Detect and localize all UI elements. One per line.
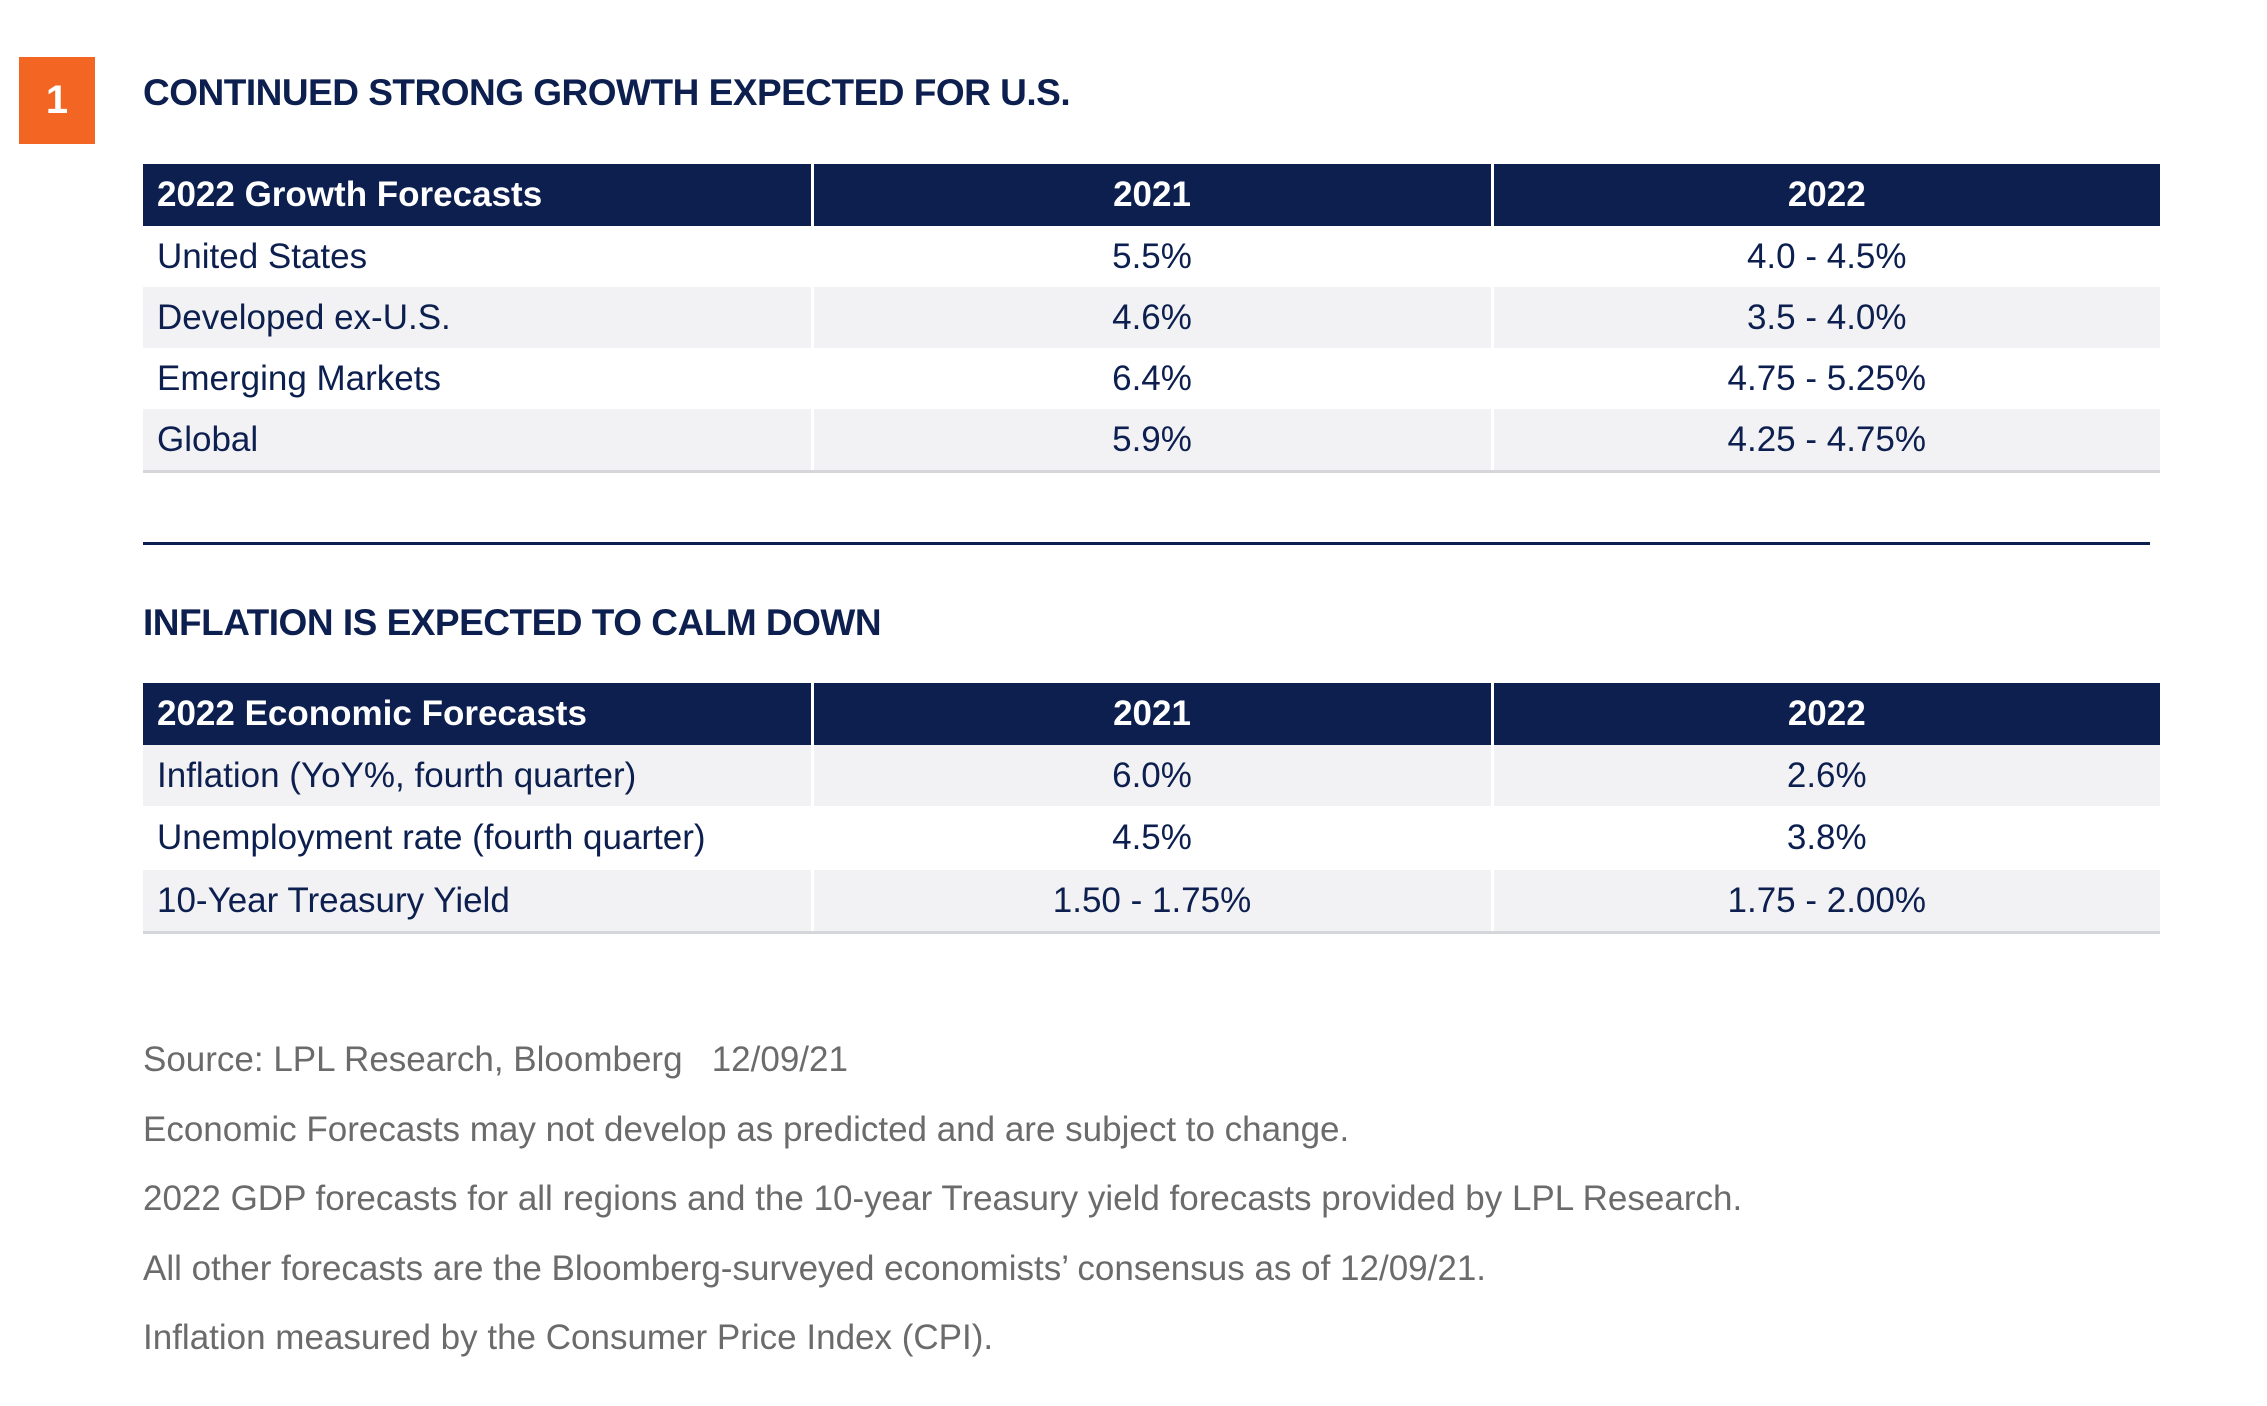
cell-2021: 5.5% (810, 226, 1492, 287)
gdp-forecast-note: 2022 GDP forecasts for all regions and t… (143, 1179, 1743, 1218)
figure-number-badge: 1 (19, 57, 95, 144)
cell-2021: 6.4% (810, 348, 1492, 409)
disclaimer-note: Economic Forecasts may not develop as pr… (143, 1109, 1350, 1149)
row-label: Developed ex-U.S. (143, 287, 812, 348)
column-header: 2022 Growth Forecasts (143, 164, 812, 226)
cell-2021: 6.0% (810, 745, 1492, 806)
cell-2022: 1.75 - 2.00% (1490, 870, 2160, 934)
cell-2022: 4.0 - 4.5% (1490, 226, 2160, 287)
cell-2022: 3.5 - 4.0% (1490, 287, 2160, 348)
table-row: 10-Year Treasury Yield 1.50 - 1.75% 1.75… (143, 870, 2160, 934)
table-header-row: 2022 Economic Forecasts 2021 2022 (143, 683, 2160, 745)
economic-forecasts-table: 2022 Economic Forecasts 2021 2022 Inflat… (143, 683, 2160, 934)
growth-forecasts-table: 2022 Growth Forecasts 2021 2022 United S… (143, 164, 2160, 473)
row-label: Unemployment rate (fourth quarter) (157, 818, 706, 857)
cell-2022: 4.25 - 4.75% (1490, 409, 2160, 473)
column-header: 2022 (1490, 683, 2160, 745)
column-header: 2021 (810, 164, 1492, 226)
table-row: Inflation (YoY%, fourth quarter) 6.0% 2.… (143, 745, 2160, 806)
row-label: Inflation (YoY%, fourth quarter) (143, 745, 812, 806)
cell-2021: 1.50 - 1.75% (810, 870, 1492, 934)
inflation-measure-note: Inflation measured by the Consumer Price… (143, 1318, 994, 1357)
inflation-section-title: INFLATION IS EXPECTED TO CALM DOWN (143, 602, 882, 643)
table-header-row: 2022 Growth Forecasts 2021 2022 (143, 164, 2160, 226)
row-label: United States (157, 236, 368, 276)
cell-2021: 4.6% (810, 287, 1492, 348)
footnotes: Source: LPL Research, Bloomberg 12/09/21… (143, 1030, 1742, 1378)
column-header: 2021 (810, 683, 1492, 745)
table-row: Developed ex-U.S. 4.6% 3.5 - 4.0% (143, 287, 2160, 348)
row-label: Emerging Markets (157, 358, 441, 398)
cell-2022: 2.6% (1490, 745, 2160, 806)
cell-2021: 5.9% (810, 409, 1492, 473)
table-row: Global 5.9% 4.25 - 4.75% (143, 409, 2160, 473)
row-label: 10-Year Treasury Yield (143, 870, 812, 934)
cell-2021: 4.5% (810, 806, 1492, 870)
section-divider (143, 542, 2150, 545)
source-note: Source: LPL Research, Bloomberg 12/09/21 (143, 1040, 848, 1079)
table-row: Unemployment rate (fourth quarter) 4.5% … (143, 806, 2160, 870)
consensus-note: All other forecasts are the Bloomberg-su… (143, 1248, 1487, 1288)
column-header: 2022 (1490, 164, 2160, 226)
column-header: 2022 Economic Forecasts (143, 683, 812, 745)
cell-2022: 3.8% (1490, 806, 2160, 870)
growth-section-title: CONTINUED STRONG GROWTH EXPECTED FOR U.S… (143, 72, 1071, 113)
cell-2022: 4.75 - 5.25% (1490, 348, 2160, 409)
table-row: United States 5.5% 4.0 - 4.5% (143, 226, 2160, 287)
table-row: Emerging Markets 6.4% 4.75 - 5.25% (143, 348, 2160, 409)
row-label: Global (143, 409, 812, 473)
